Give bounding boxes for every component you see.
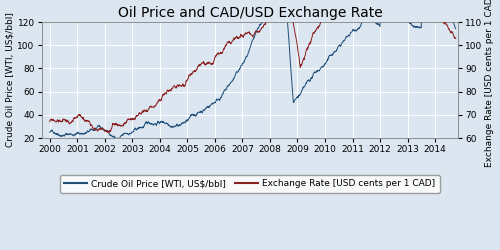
Y-axis label: Exchange Rate [USD cents per 1 CAD]: Exchange Rate [USD cents per 1 CAD] (486, 0, 494, 166)
Title: Oil Price and CAD/USD Exchange Rate: Oil Price and CAD/USD Exchange Rate (118, 6, 382, 20)
Y-axis label: Crude Oil Price [WTI, US$/bbl]: Crude Oil Price [WTI, US$/bbl] (6, 12, 15, 147)
Legend: Crude Oil Price [WTI, US$/bbl], Exchange Rate [USD cents per 1 CAD]: Crude Oil Price [WTI, US$/bbl], Exchange… (60, 175, 440, 193)
